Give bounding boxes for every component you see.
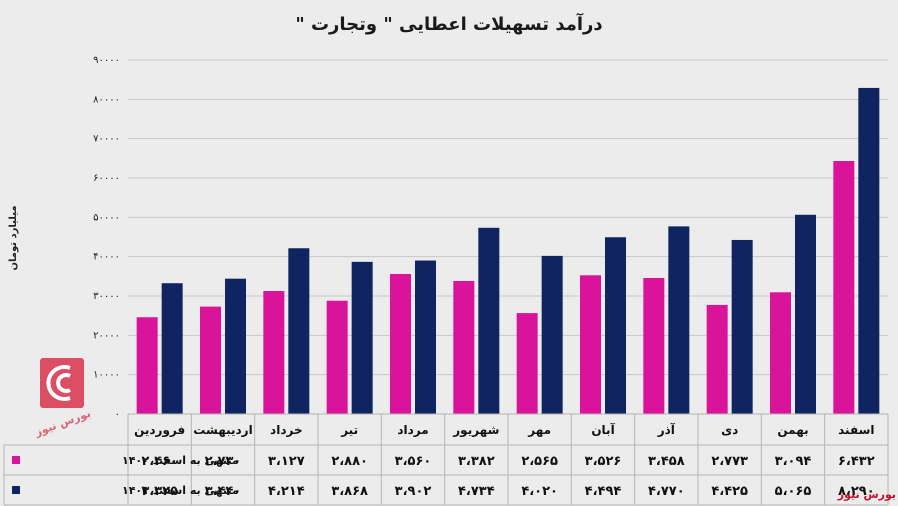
data-label: ۴،۲۱۴ — [268, 484, 305, 499]
bar — [161, 283, 183, 414]
x-tick-label: خرداد — [270, 423, 303, 437]
y-tick-label: ۷۰۰۰۰ — [93, 134, 120, 145]
data-label: ۳،۴۵۸ — [648, 454, 685, 469]
y-tick-label: ۶۰۰۰۰ — [93, 173, 120, 184]
x-tick-label: آبان — [591, 422, 615, 437]
data-label: ۳،۳۸۲ — [458, 454, 495, 469]
bar — [731, 239, 753, 414]
bar — [288, 248, 310, 414]
data-label: ۳،۴۴۰ — [205, 484, 242, 499]
bar — [795, 214, 816, 414]
bars — [136, 87, 880, 414]
watermark-logo-icon — [40, 358, 84, 408]
bar — [225, 278, 246, 414]
bar — [351, 261, 373, 414]
x-tick-label: دی — [721, 423, 738, 437]
data-label: ۳،۵۲۶ — [585, 454, 622, 469]
y-tick-label: ۳۰۰۰۰ — [93, 291, 120, 302]
x-tick-label: تیر — [340, 423, 358, 437]
data-label: ۸،۲۹۰ — [838, 484, 875, 499]
bar — [605, 237, 626, 414]
x-tick-label: مهر — [527, 423, 551, 437]
bar — [453, 280, 475, 414]
bar — [668, 226, 690, 414]
data-label: ۲،۴۶۰ — [141, 454, 178, 469]
data-label: ۳،۹۰۲ — [395, 484, 432, 499]
x-tick-label: آذر — [657, 422, 676, 437]
data-table: فروردین اردیبهشت خرداد تیر مرداد شهریور مهر آبا… — [3, 413, 889, 506]
data-label: ۲،۷۳۰ — [205, 454, 242, 469]
bar — [706, 304, 728, 414]
x-tick-label: اسفند — [838, 423, 874, 437]
y-tick-label: ۵۰۰۰۰ — [93, 212, 120, 223]
legend-swatch — [12, 456, 20, 464]
data-label: ۳،۰۹۴ — [775, 454, 812, 469]
bar — [643, 277, 665, 414]
y-tick-label: ۰ — [115, 409, 120, 420]
bar — [326, 300, 348, 414]
data-label: ۴،۷۷۰ — [648, 484, 685, 499]
y-tick-label: ۹۰۰۰۰ — [93, 55, 120, 66]
bar — [478, 227, 500, 414]
y-tick-label: ۱۰۰۰۰ — [93, 370, 120, 381]
legend-label: منتهی به اسفند ۱۴۰۱ — [122, 484, 239, 497]
data-label: ۳،۳۲۵ — [141, 484, 178, 499]
y-axis-label: میلیارد تومان — [8, 205, 19, 270]
bar — [580, 275, 601, 414]
data-label: ۳،۸۶۸ — [331, 484, 368, 499]
x-tick-label: مرداد — [397, 423, 428, 437]
data-label: ۲،۷۷۳ — [711, 454, 748, 469]
x-tick-label: اردیبهشت — [193, 423, 252, 437]
gridlines — [128, 59, 888, 415]
data-label: ۲،۸۸۰ — [331, 454, 368, 469]
bar — [200, 306, 221, 414]
bar — [516, 313, 538, 414]
data-label: ۴،۷۳۴ — [458, 484, 495, 499]
bar — [136, 317, 158, 414]
y-axis-ticks: ۰ ۱۰۰۰۰ ۲۰۰۰۰ ۳۰۰۰۰ ۴۰۰۰۰ ۵۰۰۰۰ ۶۰۰۰۰ ۷۰۰۰۰ ۸۰۰۰… — [93, 55, 120, 420]
bar — [263, 291, 285, 414]
y-tick-label: ۸۰۰۰۰ — [93, 94, 120, 105]
y-tick-label: ۴۰۰۰۰ — [93, 252, 120, 263]
data-label: ۳،۵۶۰ — [395, 454, 432, 469]
bar — [415, 260, 436, 414]
watermark-text-right: بورس نیوز — [837, 488, 896, 501]
bar — [858, 87, 880, 414]
bar — [770, 292, 791, 414]
data-label: ۳،۱۲۷ — [268, 454, 305, 469]
x-tick-label: شهریور — [452, 423, 499, 438]
legend-label: منتهی به اسفند ۱۴۰۰ — [122, 454, 239, 467]
x-tick-label: فروردین — [134, 423, 185, 438]
data-label: ۵،۰۶۵ — [775, 484, 812, 499]
chart-title: درآمد تسهیلات اعطایی " وتجارت " — [295, 12, 602, 35]
data-label: ۶،۴۳۲ — [838, 454, 875, 469]
data-label: ۴،۴۲۵ — [711, 484, 748, 499]
x-tick-label: بهمن — [777, 423, 808, 437]
data-label: ۴،۴۹۴ — [585, 484, 622, 499]
bar — [541, 255, 563, 414]
bar — [833, 161, 855, 414]
legend-swatch — [12, 486, 20, 494]
data-label: ۴،۰۲۰ — [521, 484, 558, 499]
bar — [390, 273, 411, 414]
y-tick-label: ۲۰۰۰۰ — [93, 330, 120, 341]
data-label: ۲،۵۶۵ — [521, 454, 558, 469]
